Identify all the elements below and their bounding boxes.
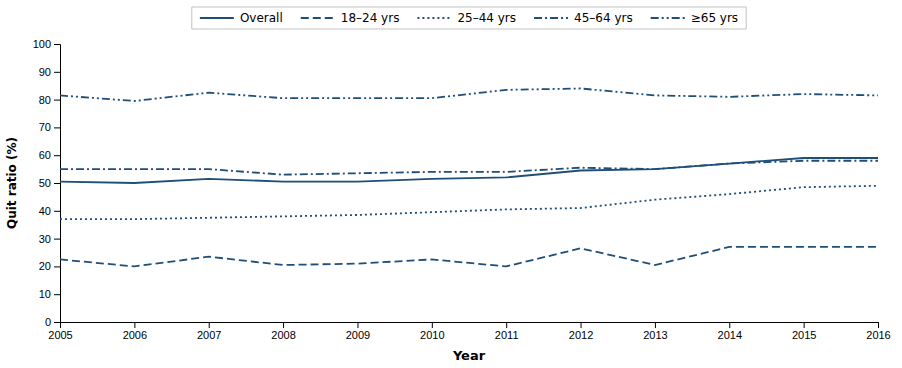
x-tick: 2016: [866, 322, 890, 341]
tick-mark: [54, 155, 60, 156]
tick-label: 2011: [495, 329, 519, 341]
tick-label: 2012: [569, 329, 593, 341]
legend-swatch: [417, 17, 451, 19]
series-line: [60, 88, 878, 101]
tick-mark: [209, 322, 210, 328]
tick-mark: [432, 322, 433, 328]
y-tick: 60: [39, 149, 60, 161]
series-line: [60, 158, 878, 183]
tick-label: 70: [39, 121, 51, 133]
tick-label: 30: [39, 233, 51, 245]
legend: Overall 18–24 yrs 25–44 yrs 45–64 yrs ≥65 yr…: [192, 7, 746, 29]
legend-frame: [192, 7, 746, 29]
tick-label: 2006: [123, 329, 147, 341]
legend-swatch: [301, 17, 335, 19]
axis-line: [61, 323, 879, 329]
legend-item: 25–44 yrs: [417, 11, 516, 25]
tick-label: 2014: [718, 329, 742, 341]
tick-mark: [54, 322, 60, 323]
legend-label: 25–44 yrs: [457, 11, 516, 25]
legend-item: 45–64 yrs: [534, 11, 633, 25]
tick-label: 2007: [197, 329, 221, 341]
tick-label: 2013: [643, 329, 667, 341]
tick-label: 2008: [271, 329, 295, 341]
tick-mark: [54, 127, 60, 128]
legend-label: 18–24 yrs: [341, 11, 400, 25]
y-tick: 0: [45, 316, 60, 328]
y-tick: 90: [39, 66, 60, 78]
tick-label: 2015: [792, 329, 816, 341]
tick-mark: [54, 183, 60, 184]
tick-mark: [357, 322, 358, 328]
x-tick: 2013: [643, 322, 667, 341]
x-tick: 2007: [197, 322, 221, 341]
tick-label: 2016: [866, 329, 890, 341]
x-tick: 2015: [792, 322, 816, 341]
series-line: [60, 161, 878, 175]
plot: 2005200620072008200920102011201220132014…: [33, 38, 891, 341]
y-tick: 70: [39, 121, 60, 133]
tick-label: 80: [39, 94, 51, 106]
tick-label: 100: [33, 38, 51, 50]
y-tick: 10: [39, 288, 60, 300]
x-tick: 2010: [420, 322, 444, 341]
tick-mark: [804, 322, 805, 328]
legend-swatch: [651, 17, 685, 19]
x-tick: 2012: [569, 322, 593, 341]
tick-label: 10: [39, 288, 51, 300]
y-tick: 40: [39, 205, 60, 217]
x-tick: 2009: [346, 322, 370, 341]
x-tick: 2008: [271, 322, 295, 341]
tick-label: 0: [45, 316, 51, 328]
y-tick: 80: [39, 94, 60, 106]
tick-mark: [54, 72, 60, 73]
tick-mark: [54, 239, 60, 240]
series-line: [60, 247, 878, 266]
y-axis-title: Quit ratio (%): [5, 137, 19, 229]
lines: [60, 88, 878, 266]
legend-item: Overall: [200, 11, 283, 25]
legend-swatch: [200, 17, 234, 19]
y-tick: 100: [33, 38, 60, 50]
legend-label: 45–64 yrs: [574, 11, 633, 25]
tick-label: 40: [39, 205, 51, 217]
tick-label: 2005: [48, 329, 72, 341]
x-tick: 2005: [48, 322, 72, 341]
tick-mark: [878, 322, 879, 328]
tick-mark: [283, 322, 284, 328]
tick-label: 90: [39, 66, 51, 78]
x-axis: 2005 2006 2007 2008 2009 2010 2011 2012 2013 2014…: [48, 322, 890, 341]
legend-label: ≥65 yrs: [691, 11, 738, 25]
tick-mark: [54, 266, 60, 267]
x-tick: 2011: [495, 322, 519, 341]
tick-label: 50: [39, 177, 51, 189]
tick-mark: [54, 294, 60, 295]
legend-label: Overall: [240, 11, 283, 25]
tick-mark: [54, 211, 60, 212]
tick-mark: [729, 322, 730, 328]
y-tick: 30: [39, 233, 60, 245]
tick-label: 20: [39, 260, 51, 272]
y-tick: 50: [39, 177, 60, 189]
tick-mark: [54, 100, 60, 101]
y-axis: 0 10 20 30 40 50 60 70 80 90 100: [33, 38, 61, 328]
legend-item: 18–24 yrs: [301, 11, 400, 25]
tick-mark: [134, 322, 135, 328]
tick-mark: [506, 322, 507, 328]
tick-mark: [54, 44, 60, 45]
tick-label: 60: [39, 149, 51, 161]
series-line: [60, 186, 878, 219]
y-tick: 20: [39, 260, 60, 272]
chart: 2005200620072008200920102011201220132014…: [0, 0, 902, 368]
tick-mark: [655, 322, 656, 328]
legend-item: ≥65 yrs: [651, 11, 738, 25]
x-tick: 2006: [123, 322, 147, 341]
x-tick: 2014: [718, 322, 742, 341]
axis-line: [54, 45, 61, 323]
tick-mark: [581, 322, 582, 328]
tick-label: 2009: [346, 329, 370, 341]
legend-swatch: [534, 17, 568, 19]
x-axis-title: Year: [452, 348, 486, 363]
tick-label: 2010: [420, 329, 444, 341]
